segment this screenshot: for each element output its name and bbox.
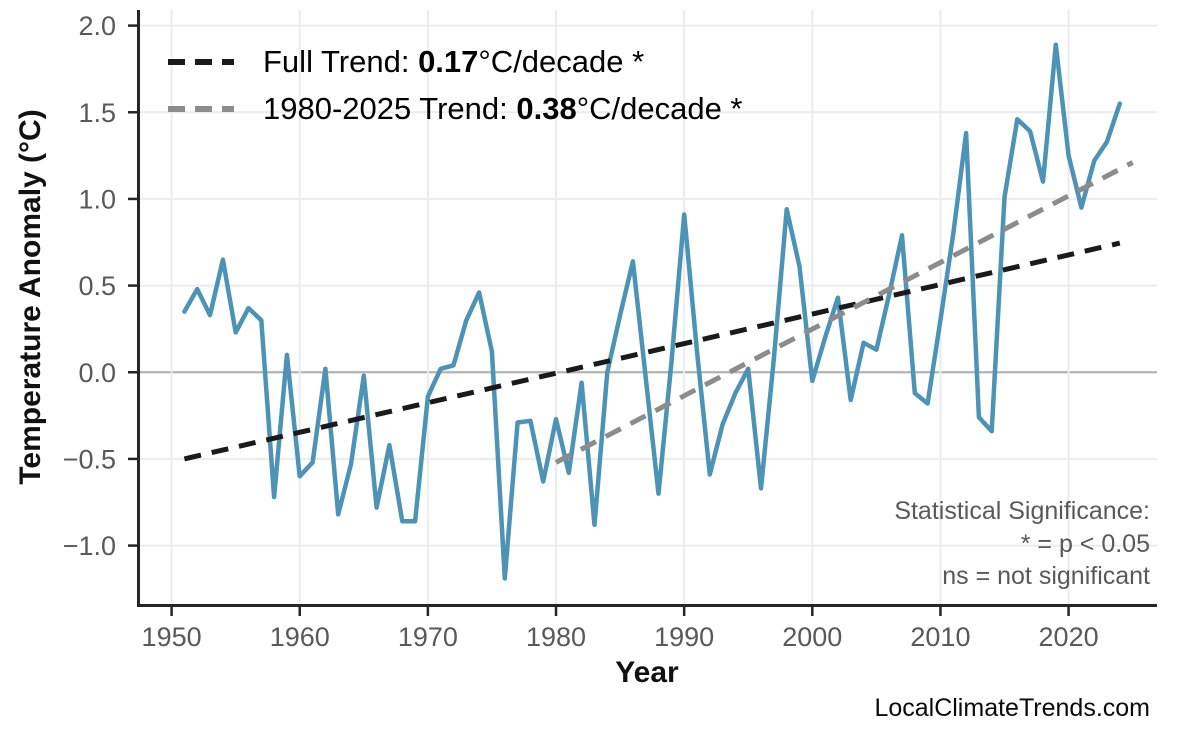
x-tick-label: 2010 [910, 622, 970, 652]
legend-trend-value: 0.38 [516, 91, 577, 126]
x-tick-label: 1990 [654, 622, 714, 652]
x-tick-label: 1980 [526, 622, 586, 652]
y-tick-label: 0.5 [78, 271, 116, 301]
x-tick-label: 2020 [1039, 622, 1099, 652]
full-trend-dash-swatch [168, 59, 234, 65]
legend-label-full-trend: Full Trend: 0.17°C/decade * [263, 46, 644, 78]
y-tick-label: 0.0 [78, 358, 116, 388]
recent-trend-line [554, 160, 1134, 465]
watermark: LocalClimateTrends.com [874, 694, 1150, 722]
significance-note: Statistical Significance: * = p < 0.05 n… [894, 495, 1150, 593]
significance-line-p: * = p < 0.05 [1020, 529, 1150, 558]
legend-item-recent-trend: 1980-2025 Trend: 0.38°C/decade * [168, 93, 742, 125]
y-axis-title: Temperature Anomaly (°C) [14, 109, 47, 485]
x-tick-label: 1950 [142, 622, 202, 652]
significance-line-ns: ns = not significant [942, 562, 1150, 590]
legend-label-prefix: Full Trend: [263, 44, 419, 79]
full-trend-line [183, 240, 1121, 462]
y-tick-label: −1.0 [63, 531, 116, 561]
significance-title: Statistical Significance: [894, 497, 1150, 525]
x-axis-title: Year [615, 656, 679, 689]
legend-item-full-trend: Full Trend: 0.17°C/decade * [168, 46, 644, 78]
y-tick-label: 1.0 [78, 184, 116, 214]
legend-label-suffix: °C/decade * [576, 91, 743, 126]
x-tick-label: 1970 [398, 622, 458, 652]
y-tick-label: 2.0 [78, 11, 116, 41]
x-tick-label: 2000 [782, 622, 842, 652]
legend-label-suffix: °C/decade * [478, 44, 645, 79]
annual-temperature-anomaly [182, 42, 1123, 581]
legend-label-prefix: 1980-2025 Trend: [263, 91, 517, 126]
y-tick-label: −0.5 [63, 444, 116, 474]
legend-trend-value: 0.17 [418, 44, 479, 79]
recent-trend-dash-swatch [168, 106, 234, 112]
legend-label-recent-trend: 1980-2025 Trend: 0.38°C/decade * [263, 93, 742, 125]
x-tick-label: 1960 [270, 622, 330, 652]
y-tick-label: 1.5 [78, 98, 116, 128]
